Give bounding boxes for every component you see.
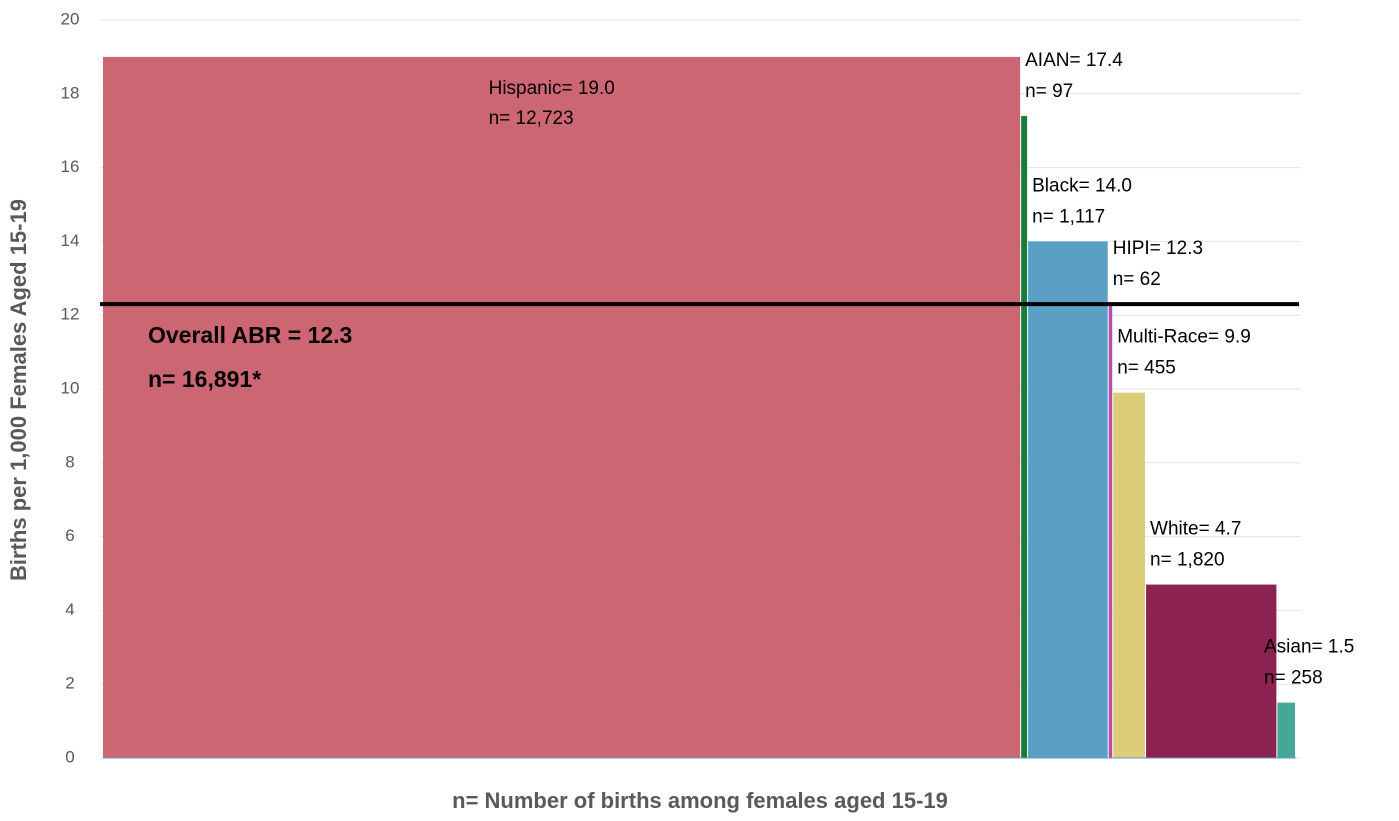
y-tick-label: 14 — [61, 231, 80, 250]
bar-label: Multi-Race= 9.9 — [1117, 327, 1251, 348]
bar-n-label: n= 258 — [1264, 668, 1323, 689]
reference-label: Overall ABR = 12.3 — [148, 322, 352, 348]
y-tick-label: 18 — [61, 83, 80, 102]
bar-label: AIAN= 17.4 — [1025, 50, 1123, 71]
bar-label: Black= 14.0 — [1032, 175, 1132, 196]
bar — [1028, 241, 1108, 758]
y-tick-label: 2 — [65, 674, 74, 693]
bar-label: Hispanic= 19.0 — [489, 78, 615, 99]
bar-n-label: n= 1,117 — [1032, 206, 1105, 227]
y-tick-label: 16 — [61, 157, 80, 176]
bar-label: White= 4.7 — [1150, 519, 1241, 540]
bar-label: Asian= 1.5 — [1264, 637, 1354, 658]
bar-n-label: n= 1,820 — [1150, 550, 1225, 571]
y-axis-title: Births per 1,000 Females Aged 15-19 — [6, 199, 31, 581]
bar — [1146, 584, 1277, 758]
bar — [103, 56, 1021, 758]
y-tick-label: 0 — [65, 747, 74, 766]
y-tick-label: 6 — [65, 526, 74, 545]
y-tick-label: 8 — [65, 452, 74, 471]
bar-label: HIPI= 12.3 — [1113, 238, 1203, 259]
bar — [1021, 115, 1028, 758]
y-tick-label: 20 — [61, 9, 80, 28]
bar-n-label: n= 62 — [1113, 269, 1161, 290]
bar — [1113, 392, 1146, 758]
y-tick-label: 4 — [65, 600, 74, 619]
bar — [1108, 304, 1113, 758]
y-tick-label: 12 — [61, 305, 80, 324]
bar-n-label: n= 12,723 — [489, 108, 574, 129]
y-tick-label: 10 — [61, 378, 80, 397]
bar — [1277, 702, 1295, 758]
reference-n-label: n= 16,891* — [148, 366, 261, 392]
bar-n-label: n= 97 — [1025, 81, 1073, 102]
x-axis-title: n= Number of births among females aged 1… — [452, 788, 948, 813]
bar-n-label: n= 455 — [1117, 358, 1176, 379]
